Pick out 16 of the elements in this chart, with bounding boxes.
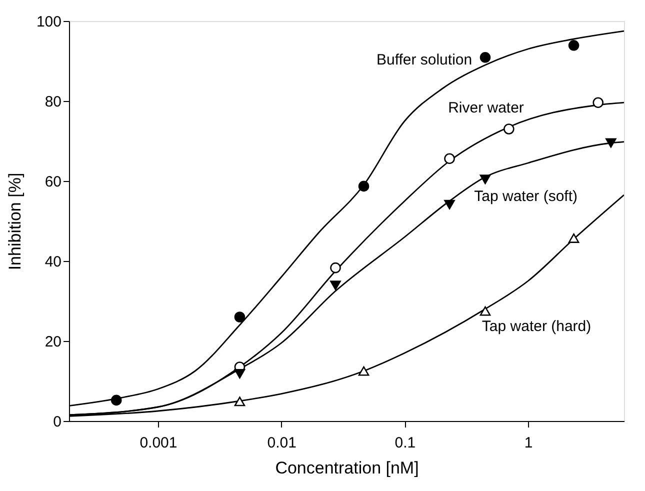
y-tick-label: 40 xyxy=(44,254,62,270)
y-tick-label: 60 xyxy=(44,174,62,190)
y-axis-title: Inhibition [%] xyxy=(5,172,24,270)
x-tick-label: 1 xyxy=(524,434,533,452)
x-tick-label: 0.1 xyxy=(394,434,416,452)
y-tick-label: 20 xyxy=(44,334,62,350)
annotation: River water xyxy=(448,99,524,116)
x-tick-label: 0.001 xyxy=(140,434,178,452)
annotation: Tap water (soft) xyxy=(474,188,578,205)
y-tick-label: 80 xyxy=(44,94,62,110)
annotation: Tap water (hard) xyxy=(482,318,592,335)
x-axis-title: Concentration [nM] xyxy=(275,458,419,478)
y-tick-label: 0 xyxy=(53,414,62,430)
y-tick-label: 100 xyxy=(36,14,62,30)
annotation: Buffer solution xyxy=(376,51,472,68)
x-tick-label: 0.01 xyxy=(267,434,296,452)
